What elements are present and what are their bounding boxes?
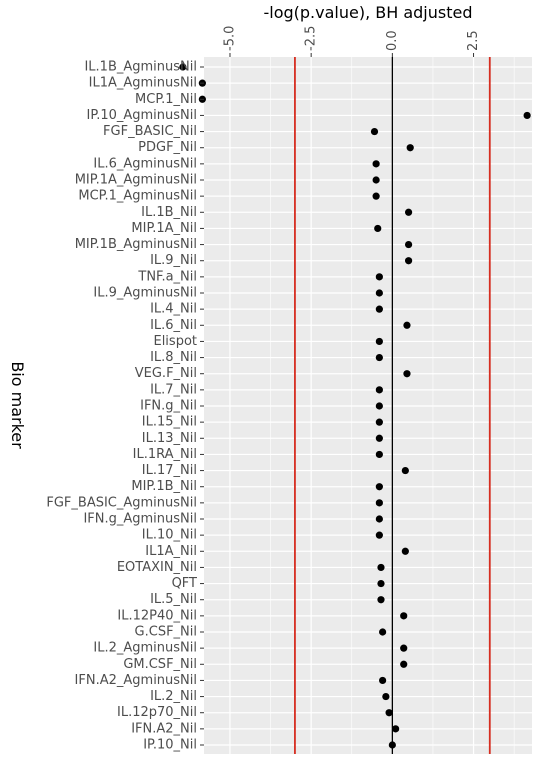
data-point	[372, 176, 380, 184]
x-tick-label: -5.0	[222, 26, 237, 51]
y-tick-label: FGF_BASIC_AgminusNil	[46, 495, 197, 510]
data-point	[401, 547, 409, 555]
y-tick-label: IFN.g_AgminusNil	[83, 512, 197, 527]
y-tick-label: IL1A_AgminusNil	[89, 76, 197, 91]
data-point	[401, 466, 409, 475]
y-tick-label: IL.9_AgminusNil	[93, 286, 197, 301]
y-tick-label: IFN.g_Nil	[140, 399, 197, 414]
y-tick-label: IL.10_Nil	[142, 528, 197, 543]
data-point	[377, 579, 385, 588]
y-tick-label: IL.9_Nil	[150, 253, 197, 268]
data-point	[375, 353, 383, 362]
y-tick-label: PDGF_Nil	[138, 140, 197, 155]
y-tick-label: IL.6_Nil	[150, 318, 197, 333]
y-tick-label: EOTAXIN_Nil	[117, 560, 197, 575]
data-point	[403, 370, 411, 378]
y-tick-label: MIP.1A_Nil	[131, 221, 197, 236]
data-point	[404, 257, 413, 265]
data-point	[403, 321, 411, 329]
data-point	[372, 160, 380, 168]
data-point	[400, 660, 408, 668]
data-point	[370, 127, 379, 136]
y-tick-label: IL.2_Nil	[150, 689, 197, 704]
y-tick-label: IL.13_Nil	[142, 431, 197, 446]
data-point	[179, 63, 187, 71]
y-tick-label: IL.6_AgminusNil	[93, 156, 197, 171]
data-point	[377, 596, 385, 604]
y-tick-label: MCP.1_Nil	[135, 92, 197, 107]
data-point	[375, 289, 383, 297]
y-tick-label: IL.7_Nil	[150, 382, 197, 397]
data-point	[382, 692, 390, 701]
data-point	[388, 741, 396, 749]
data-point	[385, 709, 393, 717]
data-point	[375, 418, 383, 426]
y-tick-label: IL1A_Nil	[145, 544, 197, 559]
y-tick-label: VEG.F_Nil	[135, 366, 197, 381]
data-point	[406, 144, 414, 152]
y-tick-label: IL.2_AgminusNil	[93, 641, 197, 656]
data-point	[392, 725, 400, 733]
data-points	[179, 63, 531, 749]
y-tick-label: G.CSF_Nil	[135, 625, 197, 640]
y-tick-label: Elispot	[153, 334, 197, 349]
y-tick-label: GM.CSF_Nil	[123, 657, 197, 672]
data-point	[375, 450, 383, 459]
y-tick-label: IL.1B_Nil	[141, 205, 197, 220]
y-tick-label: MCP.1_AgminusNil	[78, 189, 197, 204]
y-tick-label: IFN.A2_Nil	[131, 721, 197, 736]
y-tick-label: QFT	[172, 576, 197, 591]
data-point	[404, 240, 413, 249]
y-tick-label: MIP.1A_AgminusNil	[75, 173, 197, 188]
data-point	[375, 515, 383, 523]
data-point	[374, 224, 382, 233]
data-point	[400, 644, 408, 652]
y-tick-label: IP.10_AgminusNil	[87, 108, 197, 123]
data-point	[375, 434, 383, 442]
y-tick-label: IL.12P40_Nil	[117, 608, 197, 623]
y-tick-label: IL.1RA_Nil	[133, 447, 197, 462]
data-point	[379, 676, 387, 685]
y-tick-label: FGF_BASIC_Nil	[103, 124, 197, 139]
y-tick-label: IFN.A2_AgminusNil	[75, 673, 197, 688]
data-point	[375, 531, 383, 539]
x-tick-label: 2.5	[466, 30, 481, 51]
y-tick-label: IP.10_Nil	[143, 738, 197, 753]
y-axis-ticks: IL.1B_AgminusNilIL1A_AgminusNilMCP.1_Nil…	[46, 60, 204, 753]
data-point	[404, 208, 413, 216]
y-tick-label: IL.8_Nil	[150, 350, 197, 365]
x-axis-ticks: -5.0 -2.5 0.0 2.5	[222, 26, 481, 57]
data-point	[372, 192, 380, 200]
data-point	[400, 612, 408, 620]
data-point	[375, 337, 383, 346]
data-point	[375, 305, 383, 313]
data-point	[375, 386, 383, 394]
x-tick-label: 0.0	[385, 30, 400, 51]
y-tick-label: IL.17_Nil	[142, 463, 197, 478]
y-tick-label: TNF.a_Nil	[137, 269, 197, 284]
x-tick-label: -2.5	[304, 26, 319, 51]
y-tick-label: MIP.1B_Nil	[131, 479, 197, 494]
data-point	[375, 483, 383, 491]
y-tick-label: IL.1B_AgminusNil	[84, 60, 197, 75]
y-tick-label: IL.12p70_Nil	[117, 705, 197, 720]
data-point	[375, 499, 383, 507]
data-point	[375, 402, 383, 410]
data-point	[523, 111, 531, 120]
data-point	[377, 563, 385, 572]
y-tick-label: MIP.1B_AgminusNil	[75, 237, 197, 252]
data-point	[379, 628, 387, 636]
y-tick-label: IL.4_Nil	[150, 302, 197, 317]
y-tick-label: IL.5_Nil	[150, 592, 197, 607]
grid-lines	[204, 57, 532, 754]
reference-lines	[294, 57, 491, 754]
data-point	[375, 273, 383, 281]
x-axis-title: -log(p.value), BH adjusted	[263, 3, 472, 22]
y-axis-title: Bio marker	[8, 361, 27, 449]
y-tick-label: IL.15_Nil	[142, 415, 197, 430]
